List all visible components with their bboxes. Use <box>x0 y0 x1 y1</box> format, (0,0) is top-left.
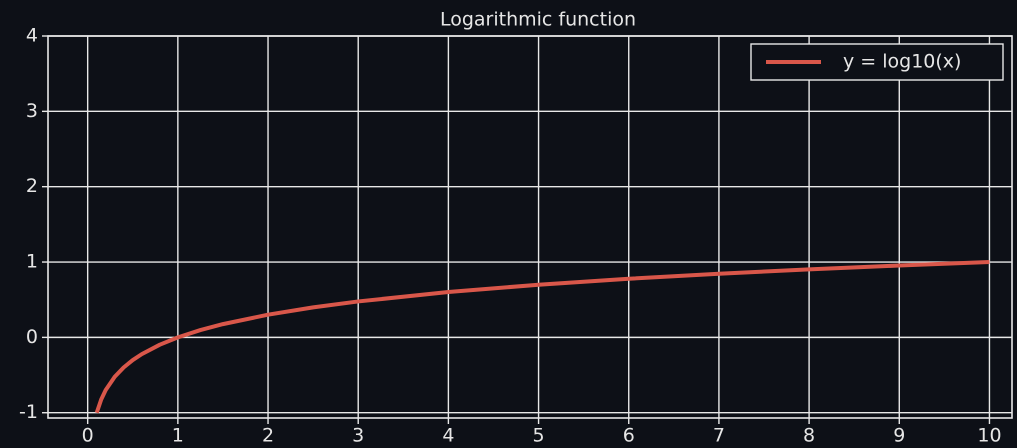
x-tick-label: 4 <box>442 425 454 447</box>
x-tick-label: 0 <box>82 425 94 447</box>
line-series <box>94 260 990 414</box>
x-tick-label: 9 <box>893 425 905 447</box>
y-tick-label: 0 <box>26 326 38 348</box>
y-tick-label: 2 <box>26 175 38 197</box>
x-tick-label: 10 <box>977 425 1001 447</box>
y-tick-label: 3 <box>26 100 38 122</box>
x-tick-label: 5 <box>533 425 545 447</box>
legend-label: y = log10(x) <box>843 51 961 73</box>
x-tick-label: 1 <box>172 425 184 447</box>
x-tick-label: 2 <box>262 425 274 447</box>
x-tick-label: 6 <box>623 425 635 447</box>
y-tick-label: 4 <box>26 25 38 47</box>
y-tick-label: -1 <box>19 401 38 423</box>
chart-title: Logarithmic function <box>440 9 636 31</box>
x-tick-label: 7 <box>713 425 725 447</box>
x-tick-label: 8 <box>803 425 815 447</box>
plot-frame <box>47 35 1013 419</box>
x-tick-label: 3 <box>352 425 364 447</box>
y-tick-label: 1 <box>26 251 38 273</box>
